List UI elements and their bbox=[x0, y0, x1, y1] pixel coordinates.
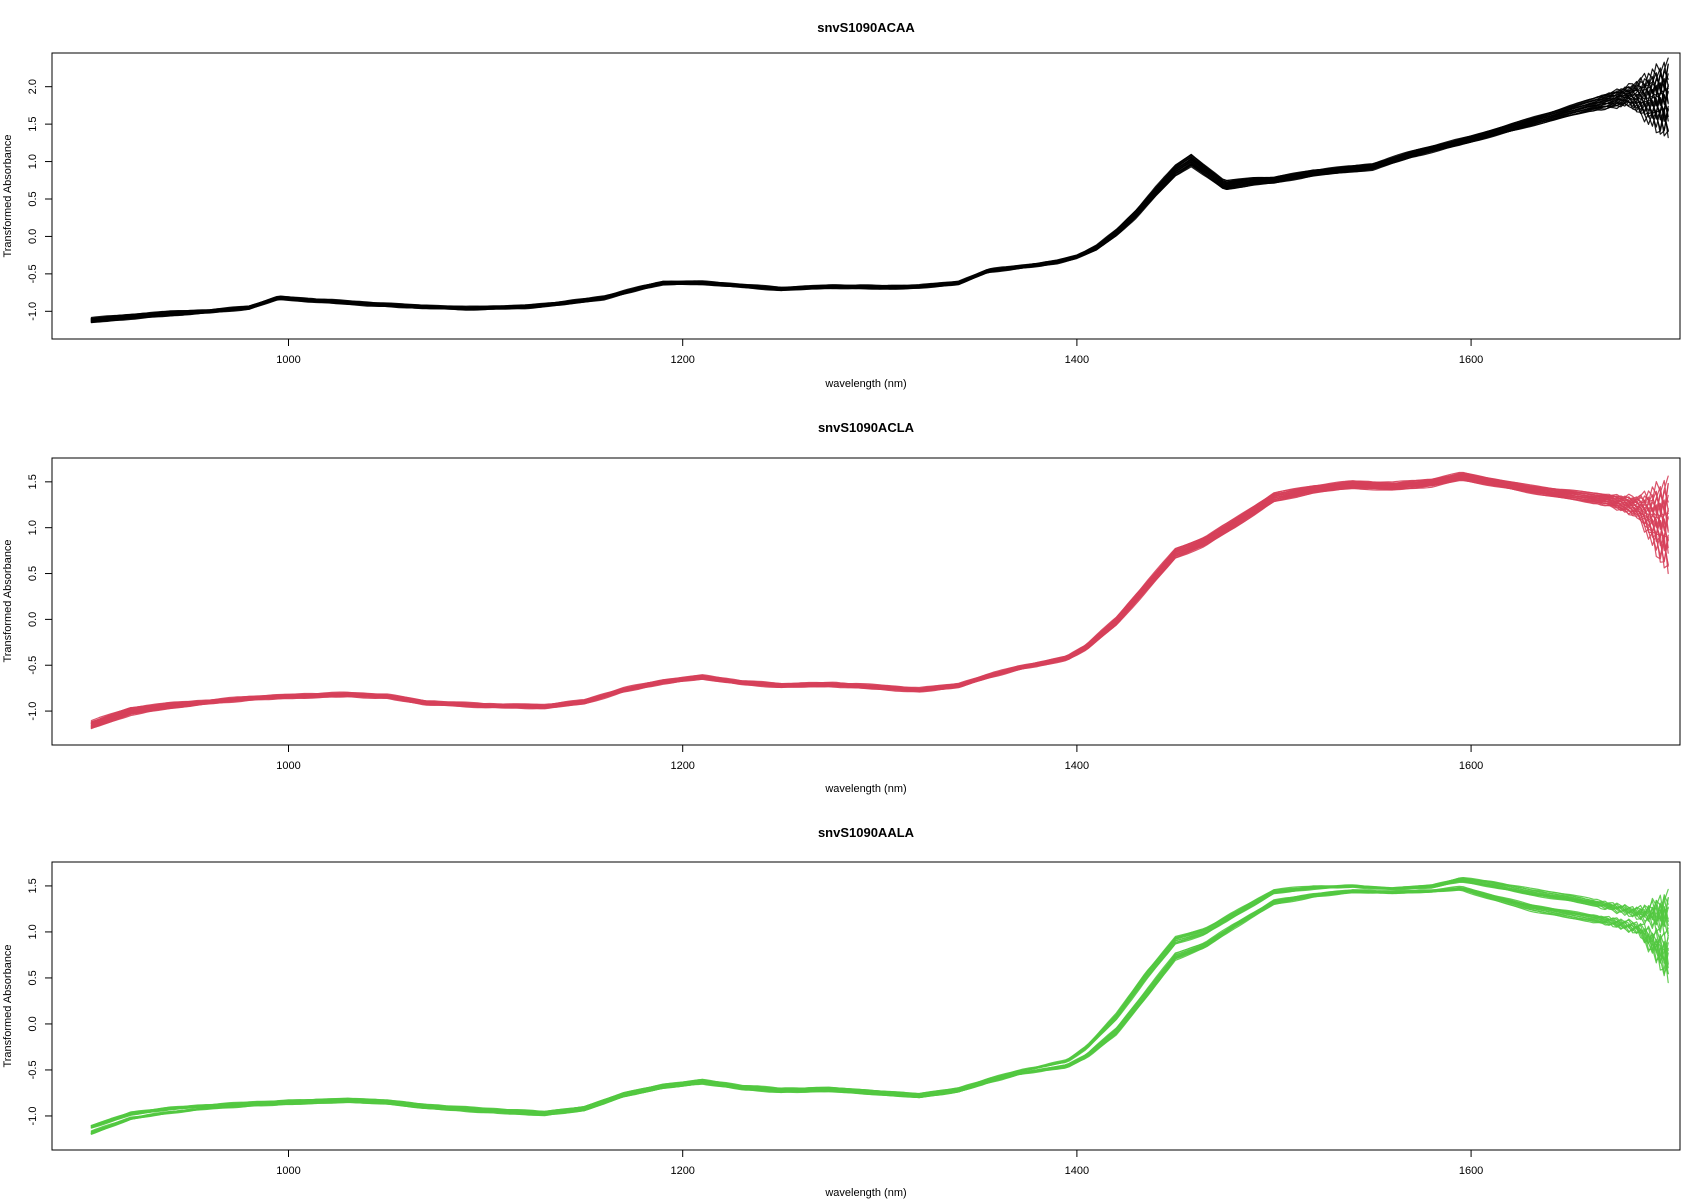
spectrum-curve bbox=[90, 879, 1669, 1128]
spectrum-curve bbox=[90, 878, 1669, 1127]
panel-snvS1090ACLA: snvS1090ACLA 1000 1200 1400 1600 -1.0 -0.5 0.… bbox=[2, 420, 1681, 795]
y-axis-label: Transformed Absorbance bbox=[2, 539, 14, 662]
spectrum-curve bbox=[90, 102, 1669, 324]
y-tick-label: -0.5 bbox=[27, 264, 39, 283]
x-tick-label: 1200 bbox=[670, 760, 694, 772]
x-tick-label: 1200 bbox=[670, 354, 694, 366]
spectrum-curve bbox=[90, 57, 1669, 320]
spectrum-curve bbox=[90, 889, 1669, 1135]
spectrum-curve bbox=[90, 877, 1669, 1127]
spectra-group bbox=[90, 877, 1669, 1135]
spectrum-curve bbox=[90, 476, 1669, 726]
x-tick-label: 1000 bbox=[276, 1165, 300, 1177]
y-tick-label: -0.5 bbox=[27, 1060, 39, 1079]
y-tick-label: -0.5 bbox=[27, 656, 39, 675]
spectrum-curve bbox=[90, 887, 1669, 1134]
spectrum-curve bbox=[90, 78, 1669, 321]
plot-frame bbox=[51, 52, 1681, 340]
spectrum-curve bbox=[90, 480, 1669, 729]
x-axis: 1000 1200 1400 1600 bbox=[276, 745, 1483, 772]
y-tick-label: -1.0 bbox=[27, 1107, 39, 1126]
spectrum-curve bbox=[90, 885, 1669, 1132]
spectrum-curve bbox=[90, 74, 1669, 321]
spectrum-curve bbox=[90, 878, 1669, 1127]
spectrum-curve bbox=[90, 67, 1669, 320]
spectrum-curve bbox=[90, 888, 1669, 1134]
spectrum-curve bbox=[90, 473, 1669, 723]
y-tick-label: 0.5 bbox=[27, 970, 39, 985]
spectrum-curve bbox=[90, 478, 1669, 729]
x-axis-label: wavelength (nm) bbox=[824, 378, 906, 390]
spectrum-curve bbox=[90, 78, 1669, 320]
spectrum-curve bbox=[90, 888, 1669, 1134]
y-axis: -1.0 -0.5 0.0 0.5 1.0 1.5 bbox=[27, 474, 52, 721]
chart-title: snvS1090AALA bbox=[818, 825, 915, 840]
y-tick-label: -1.0 bbox=[27, 702, 39, 721]
y-axis-label: Transformed Absorbance bbox=[2, 944, 14, 1067]
panel-snvS1090ACAA: snvS1090ACAA 1000 1200 1400 1600 -1.0 -0.5 0.… bbox=[2, 20, 1681, 390]
x-tick-label: 1600 bbox=[1459, 1165, 1483, 1177]
x-tick-label: 1200 bbox=[670, 1165, 694, 1177]
spectrum-curve bbox=[90, 69, 1669, 320]
y-tick-label: 1.5 bbox=[27, 474, 39, 489]
y-tick-label: 1.0 bbox=[27, 154, 39, 169]
plot-frame bbox=[51, 457, 1681, 746]
spectrum-curve bbox=[90, 61, 1669, 320]
spectra-group bbox=[90, 57, 1669, 324]
spectrum-curve bbox=[90, 478, 1669, 729]
spectrum-curve bbox=[90, 879, 1669, 1128]
x-axis: 1000 1200 1400 1600 bbox=[276, 1150, 1483, 1177]
spectrum-curve bbox=[90, 889, 1669, 1134]
x-tick-label: 1600 bbox=[1459, 354, 1483, 366]
y-tick-label: 2.0 bbox=[27, 79, 39, 94]
spectrum-curve bbox=[90, 880, 1669, 1128]
plot-frame bbox=[51, 861, 1681, 1151]
chart-title: snvS1090ACLA bbox=[818, 420, 915, 435]
spectrum-curve bbox=[90, 877, 1669, 1127]
spectrum-curve bbox=[90, 73, 1669, 320]
spectrum-curve bbox=[90, 879, 1669, 1127]
spectrum-curve bbox=[90, 887, 1669, 1134]
spectrum-curve bbox=[90, 887, 1669, 1134]
spectrum-curve bbox=[90, 878, 1669, 1127]
x-tick-label: 1000 bbox=[276, 760, 300, 772]
spectrum-curve bbox=[90, 479, 1669, 730]
y-tick-label: 1.5 bbox=[27, 878, 39, 893]
spectrum-curve bbox=[90, 471, 1669, 722]
y-tick-label: 0.5 bbox=[27, 566, 39, 581]
y-tick-label: 1.0 bbox=[27, 520, 39, 535]
y-tick-label: -1.0 bbox=[27, 302, 39, 321]
spectrum-curve bbox=[90, 888, 1669, 1133]
spectrum-curve bbox=[90, 478, 1669, 727]
y-axis: -1.0 -0.5 0.0 0.5 1.0 1.5 2.0 bbox=[27, 79, 52, 321]
x-axis-label: wavelength (nm) bbox=[824, 783, 906, 795]
panel-snvS1090AALA: snvS1090AALA 1000 1200 1400 1600 -1.0 -0.5 0.… bbox=[2, 825, 1681, 1199]
spectrum-curve bbox=[90, 63, 1669, 319]
spectrum-curve bbox=[90, 479, 1669, 728]
x-axis: 1000 1200 1400 1600 bbox=[276, 339, 1483, 366]
x-tick-label: 1400 bbox=[1065, 1165, 1089, 1177]
spectrum-curve bbox=[90, 889, 1669, 1135]
y-tick-label: 0.0 bbox=[27, 612, 39, 627]
chart-title: snvS1090ACAA bbox=[817, 20, 915, 35]
x-tick-label: 1400 bbox=[1065, 354, 1089, 366]
x-tick-label: 1000 bbox=[276, 354, 300, 366]
y-axis: -1.0 -0.5 0.0 0.5 1.0 1.5 bbox=[27, 878, 52, 1125]
spectrum-curve bbox=[90, 63, 1669, 319]
x-tick-label: 1600 bbox=[1459, 760, 1483, 772]
y-axis-label: Transformed Absorbance bbox=[2, 134, 14, 257]
y-tick-label: 1.0 bbox=[27, 924, 39, 939]
spectra-group bbox=[90, 471, 1669, 730]
y-tick-label: 0.0 bbox=[27, 1016, 39, 1031]
y-tick-label: 1.5 bbox=[27, 116, 39, 131]
x-axis-label: wavelength (nm) bbox=[824, 1187, 906, 1199]
y-tick-label: 0.5 bbox=[27, 191, 39, 206]
x-tick-label: 1400 bbox=[1065, 760, 1089, 772]
spectrum-curve bbox=[90, 101, 1669, 323]
y-tick-label: 0.0 bbox=[27, 229, 39, 244]
